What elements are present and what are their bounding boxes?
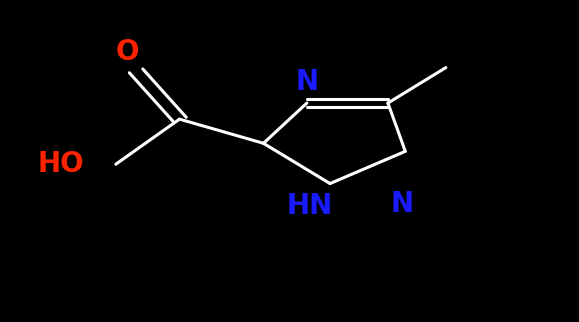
Text: N: N [391, 191, 414, 218]
Text: HO: HO [38, 150, 84, 178]
Text: O: O [116, 38, 139, 65]
Text: HN: HN [287, 192, 333, 220]
Text: N: N [295, 68, 318, 96]
